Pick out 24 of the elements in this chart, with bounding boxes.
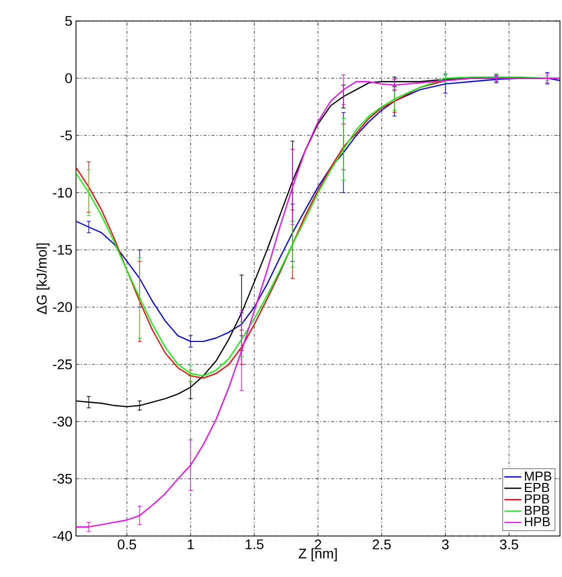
legend-label: PPB	[524, 494, 550, 504]
legend-label: MPB	[524, 472, 552, 481]
legend-label: EPB	[524, 483, 550, 492]
y-tick-label: -20	[52, 302, 72, 312]
x-tick-label: 0.5	[118, 540, 136, 550]
y-tick-label: -15	[52, 245, 72, 255]
y-tick-label: 5	[65, 16, 72, 26]
x-tick-label: 3.5	[500, 540, 518, 550]
y-axis-title: ΔG [kJ/mol]	[36, 243, 50, 314]
x-tick-label: 2.5	[372, 540, 391, 550]
legend-label: BPB	[524, 506, 550, 515]
y-tick-label: -25	[52, 359, 72, 370]
x-tick-label: 3	[442, 540, 449, 550]
y-tick-label: -5	[60, 130, 72, 140]
y-tick-label: -35	[52, 474, 72, 484]
legend-label: HPB	[524, 517, 550, 526]
y-tick-label: -30	[52, 416, 72, 426]
y-tick-label: -40	[52, 531, 72, 541]
x-tick-label: 2	[314, 540, 322, 550]
x-axis-title: Z [nm]	[298, 548, 337, 562]
y-tick-label: 0	[65, 73, 72, 84]
x-tick-label: 1	[188, 540, 194, 550]
x-tick-label: 1.5	[246, 540, 264, 550]
y-tick-label: -10	[52, 188, 72, 198]
